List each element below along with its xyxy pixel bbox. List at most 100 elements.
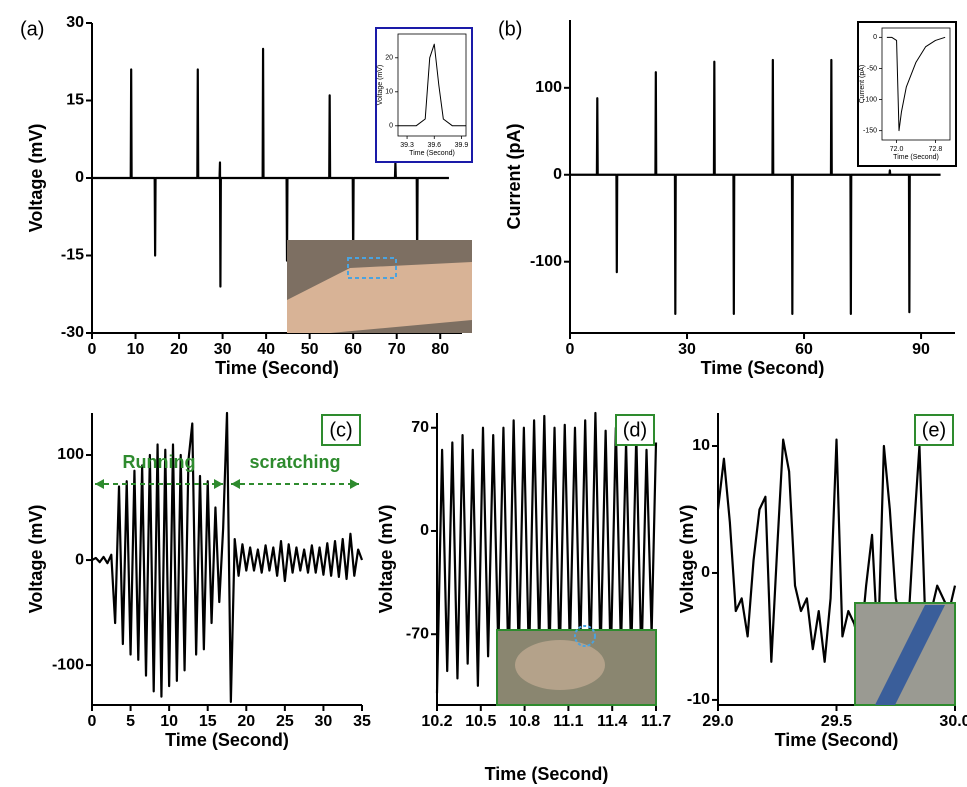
x-tick-label: 29.5 bbox=[821, 713, 852, 730]
y-tick-label: -100 bbox=[530, 253, 562, 270]
x-tick-label: 39.3 bbox=[400, 142, 414, 149]
y-axis-title: Current (pA) bbox=[859, 65, 866, 104]
x-axis-title: Time (Second) bbox=[701, 358, 825, 378]
y-tick-label: -15 bbox=[61, 247, 84, 264]
y-axis-title: Voltage (mV) bbox=[26, 505, 46, 614]
x-axis-title: Time (Second) bbox=[893, 154, 939, 161]
y-tick-label: 70 bbox=[411, 419, 429, 436]
x-tick-label: 20 bbox=[237, 713, 255, 730]
y-axis-title: Voltage (mV) bbox=[26, 124, 46, 233]
x-tick-label: 25 bbox=[276, 713, 294, 730]
x-tick-label: 10.8 bbox=[509, 713, 540, 730]
x-tick-label: 10.5 bbox=[465, 713, 496, 730]
panel-label: (b) bbox=[498, 18, 522, 40]
x-tick-label: 50 bbox=[301, 341, 319, 358]
y-tick-label: 0 bbox=[420, 522, 429, 539]
photo-marker bbox=[574, 625, 596, 647]
y-tick-label: -10 bbox=[687, 691, 710, 708]
trace bbox=[398, 43, 466, 127]
y-tick-label: -30 bbox=[61, 324, 84, 341]
panel-label-box bbox=[615, 414, 655, 446]
x-tick-label: 0 bbox=[88, 341, 97, 358]
plot-frame bbox=[881, 27, 951, 141]
x-tick-label: 70 bbox=[388, 341, 406, 358]
y-tick-label: 100 bbox=[535, 79, 562, 96]
x-tick-label: 60 bbox=[344, 341, 362, 358]
trace bbox=[91, 411, 364, 703]
panel-label: (a) bbox=[20, 18, 44, 40]
y-tick-label: -100 bbox=[52, 656, 84, 673]
trace bbox=[435, 411, 658, 694]
panel-label-box bbox=[321, 414, 361, 446]
y-tick-label: 0 bbox=[701, 564, 710, 581]
inset-frame bbox=[857, 21, 957, 167]
x-tick-label: 10 bbox=[127, 341, 145, 358]
y-tick-label: 20 bbox=[385, 55, 393, 62]
x-axis-title: Time (Second) bbox=[485, 764, 609, 784]
x-tick-label: 29.0 bbox=[702, 713, 733, 730]
x-tick-label: 72.0 bbox=[890, 146, 904, 153]
y-tick-label: 10 bbox=[385, 89, 393, 96]
x-tick-label: 5 bbox=[126, 713, 135, 730]
x-tick-label: 30 bbox=[214, 341, 232, 358]
x-tick-label: 40 bbox=[257, 341, 275, 358]
photo-hand bbox=[287, 262, 472, 333]
photo-insets bbox=[287, 240, 956, 706]
x-tick-label: 39.9 bbox=[455, 142, 469, 149]
annotation: Running bbox=[123, 452, 196, 472]
y-tick-label: 30 bbox=[66, 14, 84, 31]
panel-label-box bbox=[914, 414, 954, 446]
x-axis-title: Time (Second) bbox=[775, 730, 899, 750]
x-tick-label: 0 bbox=[88, 713, 97, 730]
y-tick-label: -70 bbox=[406, 625, 429, 642]
photo-mouse-body bbox=[515, 640, 605, 690]
x-tick-label: 35 bbox=[353, 713, 371, 730]
panel-label: (c) bbox=[329, 419, 352, 441]
y-tick-label: -100 bbox=[863, 96, 877, 103]
x-tick-label: 0 bbox=[566, 341, 575, 358]
photo-marker bbox=[347, 257, 397, 279]
y-tick-label: 0 bbox=[553, 166, 562, 183]
y-tick-label: 0 bbox=[75, 551, 84, 568]
trace bbox=[92, 47, 449, 288]
x-tick-label: 60 bbox=[795, 341, 813, 358]
x-tick-label: 11.4 bbox=[597, 713, 627, 730]
y-tick-label: -150 bbox=[863, 128, 877, 135]
x-tick-label: 90 bbox=[912, 341, 930, 358]
inset-frame bbox=[375, 27, 473, 163]
x-tick-label: 15 bbox=[199, 713, 217, 730]
x-tick-label: 10 bbox=[160, 713, 178, 730]
panel-label: (d) bbox=[623, 419, 647, 441]
trace bbox=[716, 438, 957, 663]
x-tick-label: 30 bbox=[678, 341, 696, 358]
x-axis-title: Time (Second) bbox=[409, 150, 455, 157]
y-axis-title: Voltage (mV) bbox=[677, 505, 697, 614]
x-tick-label: 11.1 bbox=[553, 713, 583, 730]
x-tick-label: 80 bbox=[431, 341, 449, 358]
y-tick-label: 10 bbox=[692, 437, 710, 454]
y-axis-title: Voltage (mV) bbox=[377, 65, 384, 105]
y-tick-label: -50 bbox=[867, 65, 877, 72]
y-tick-label: 100 bbox=[57, 446, 84, 463]
y-tick-label: 0 bbox=[389, 123, 393, 130]
y-axis-title: Current (pA) bbox=[504, 124, 524, 230]
y-tick-label: 15 bbox=[66, 92, 84, 109]
x-axis-title: Time (Second) bbox=[215, 358, 339, 378]
annotation: scratching bbox=[249, 452, 340, 472]
x-tick-label: 39.6 bbox=[427, 142, 441, 149]
trace bbox=[886, 36, 946, 132]
x-tick-label: 30.0 bbox=[939, 713, 967, 730]
y-axis-title: Voltage (mV) bbox=[376, 505, 396, 614]
trace bbox=[570, 58, 941, 315]
x-tick-label: 72.8 bbox=[929, 146, 943, 153]
panel-label: (e) bbox=[922, 419, 946, 441]
x-axis-title: Time (Second) bbox=[165, 730, 289, 750]
x-tick-label: 11.7 bbox=[641, 713, 671, 730]
plot-frame bbox=[397, 33, 467, 137]
x-tick-label: 20 bbox=[170, 341, 188, 358]
y-tick-label: 0 bbox=[75, 169, 84, 186]
y-tick-label: 0 bbox=[873, 34, 877, 41]
x-tick-label: 30 bbox=[315, 713, 333, 730]
